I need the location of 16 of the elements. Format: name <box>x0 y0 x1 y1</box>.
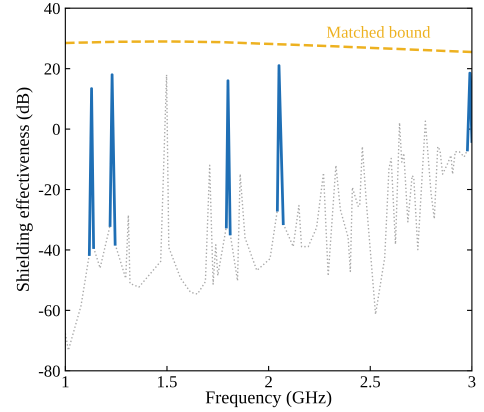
y-axis-title: Shielding effectiveness (dB) <box>16 88 33 291</box>
x-tick-label: 2 <box>265 376 272 388</box>
x-tick-label: 3 <box>468 376 476 388</box>
x-axis-title: Frequency (GHz) <box>206 390 332 408</box>
y-tick-label: -20 <box>38 184 60 196</box>
x-tick-label: 1.5 <box>158 376 177 388</box>
x-tick-label: 2.5 <box>360 376 380 388</box>
y-tick-label: 40 <box>44 2 60 14</box>
y-tick-label: -60 <box>38 305 60 316</box>
line-series <box>65 40 472 54</box>
y-tick-label: 20 <box>44 63 60 75</box>
x-tick-label: 1 <box>62 376 69 388</box>
annotation: Matched bound <box>326 26 430 38</box>
y-tick-label: 0 <box>52 124 60 136</box>
y-tick-label: -80 <box>38 366 60 377</box>
y-tick-label: -40 <box>38 244 60 256</box>
